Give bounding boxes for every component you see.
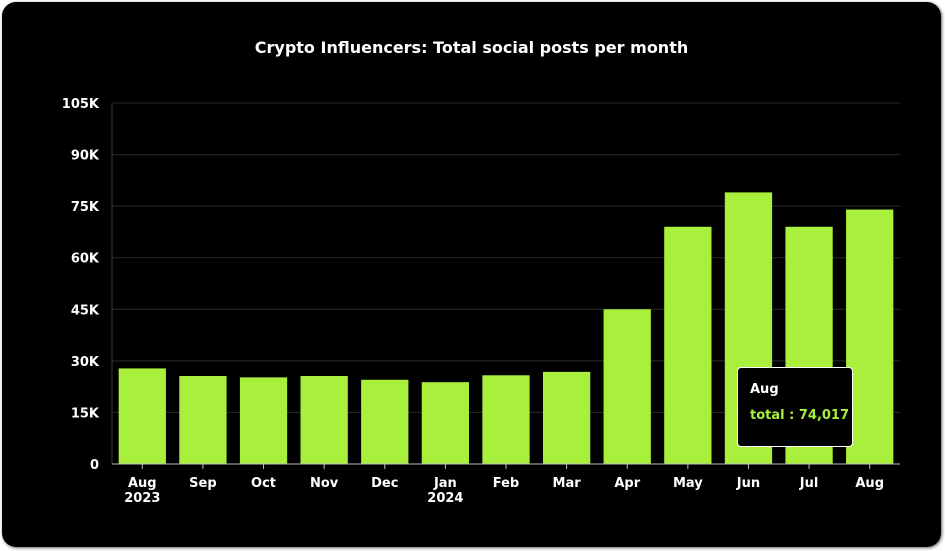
y-tick-label: 30K bbox=[71, 355, 100, 370]
tooltip-title: Aug bbox=[750, 382, 779, 397]
bar bbox=[846, 209, 894, 464]
tooltip-value-row: total : 74,017 bbox=[750, 408, 850, 423]
bar bbox=[421, 382, 470, 464]
bar bbox=[300, 375, 348, 464]
x-tick-label: Jun bbox=[736, 476, 760, 491]
y-tick-label: 45K bbox=[71, 303, 100, 318]
bar bbox=[603, 309, 651, 464]
bar bbox=[542, 371, 591, 464]
x-tick-label: Oct bbox=[251, 476, 276, 491]
x-tick-label: Aug bbox=[855, 476, 884, 491]
tooltip: Aug total : 74,017 bbox=[737, 367, 853, 447]
y-tick-label: 15K bbox=[71, 406, 100, 421]
x-tick-label: Dec bbox=[371, 476, 398, 491]
x-tick-label: May bbox=[673, 476, 703, 491]
y-tick-label: 0 bbox=[90, 458, 99, 473]
x-tick-label: 2023 bbox=[124, 491, 160, 506]
y-tick-label: 75K bbox=[71, 200, 100, 215]
x-tick-label: 2024 bbox=[427, 491, 463, 506]
bar bbox=[482, 375, 530, 464]
tooltip-value: 74,017 bbox=[798, 408, 850, 423]
x-tick-label: Apr bbox=[614, 476, 640, 491]
tooltip-label: total bbox=[750, 408, 785, 423]
y-tick-label: 60K bbox=[71, 252, 100, 267]
chart-title: Crypto Influencers: Total social posts p… bbox=[254, 38, 689, 57]
x-tick-label: Jul bbox=[799, 476, 819, 491]
y-tick-label: 90K bbox=[71, 149, 100, 164]
x-tick-label: Feb bbox=[493, 476, 519, 491]
x-tick-label: Aug bbox=[128, 476, 157, 491]
bar bbox=[118, 368, 166, 464]
x-tick-label: Jan bbox=[433, 476, 457, 491]
x-tick-label: Nov bbox=[310, 476, 339, 491]
x-tick-label: Mar bbox=[553, 476, 582, 491]
bar bbox=[664, 226, 712, 464]
x-tick-label: Sep bbox=[189, 476, 217, 491]
bar bbox=[239, 377, 288, 464]
bar bbox=[361, 379, 409, 464]
bar bbox=[179, 375, 227, 464]
y-tick-label: 105K bbox=[62, 97, 100, 112]
